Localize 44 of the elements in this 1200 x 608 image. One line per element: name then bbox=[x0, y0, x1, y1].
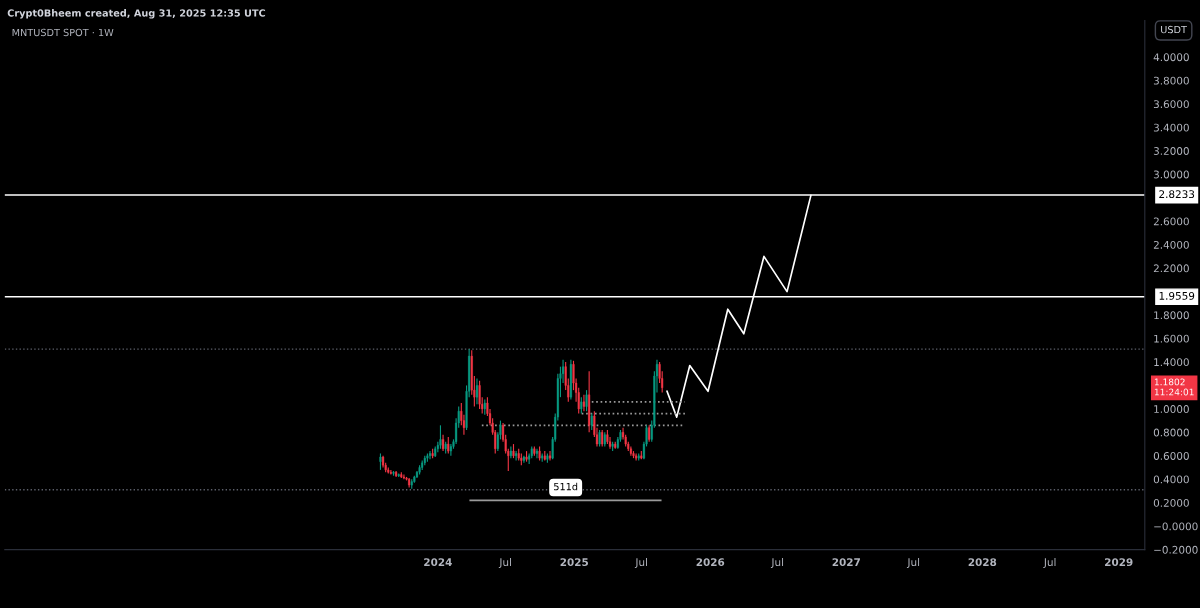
candlestick bbox=[512, 443, 515, 459]
x-tick-label: 2028 bbox=[968, 558, 997, 567]
x-tick-label: 2027 bbox=[832, 558, 860, 567]
candlestick bbox=[389, 469, 392, 476]
y-tick-label: −0.0000 bbox=[1154, 522, 1198, 531]
candlestick bbox=[632, 450, 635, 459]
y-tick-label: 2.6000 bbox=[1153, 217, 1189, 226]
y-tick-label: 1.8000 bbox=[1154, 311, 1189, 320]
text: 1.1802 11:24:01 bbox=[1154, 378, 1194, 396]
x-tick-label: Jul bbox=[906, 557, 920, 568]
x-tick-label: 2026 bbox=[696, 558, 725, 567]
x-tick-label: Jul bbox=[498, 557, 511, 568]
ref-line-label: 2.8233 bbox=[1159, 190, 1195, 199]
candlestick bbox=[535, 448, 539, 459]
y-tick-label: 3.2000 bbox=[1153, 147, 1189, 155]
x-tick-label: 2029 bbox=[1105, 558, 1133, 567]
x-tick-label: Jul bbox=[1043, 557, 1056, 568]
y-tick-label: 3.0000 bbox=[1153, 170, 1189, 179]
y-tick-label: 3.6000 bbox=[1153, 100, 1189, 109]
y-tick-label: 2.2000 bbox=[1153, 264, 1189, 273]
y-tick-label: 4.0000 bbox=[1153, 53, 1189, 62]
y-tick-label: 3.8000 bbox=[1153, 76, 1189, 85]
text: Crypt0Bheem created, Aug 31, 2025 12:35 UTC bbox=[7, 9, 266, 19]
candlestick bbox=[582, 394, 585, 412]
text: MNTUSDT SPOT · 1W bbox=[12, 28, 114, 37]
ref-line-label: 1.9559 bbox=[1159, 291, 1195, 300]
y-tick-label: 1.4000 bbox=[1154, 358, 1189, 367]
y-tick-label: 0.6000 bbox=[1153, 452, 1189, 460]
y-tick-label: 0.4000 bbox=[1153, 475, 1189, 484]
x-tick-label: 2025 bbox=[560, 558, 589, 567]
x-tick-label: 2024 bbox=[424, 558, 452, 567]
x-tick-label: Jul bbox=[770, 557, 784, 568]
y-tick-label: 2.4000 bbox=[1153, 240, 1189, 249]
y-tick-label: 3.4000 bbox=[1153, 123, 1189, 132]
y-tick-label: −0.2000 bbox=[1154, 545, 1198, 554]
y-tick-label: 0.8000 bbox=[1153, 428, 1189, 437]
annotation: 511d bbox=[554, 482, 578, 491]
text: USDT bbox=[1161, 25, 1187, 34]
y-tick-label: 0.2000 bbox=[1153, 498, 1189, 507]
x-tick-label: Jul bbox=[634, 557, 647, 568]
candlestick bbox=[475, 377, 479, 405]
y-tick-label: 1.6000 bbox=[1154, 334, 1189, 343]
y-tick-label: 1.0000 bbox=[1154, 405, 1189, 413]
candlestick bbox=[478, 380, 481, 410]
